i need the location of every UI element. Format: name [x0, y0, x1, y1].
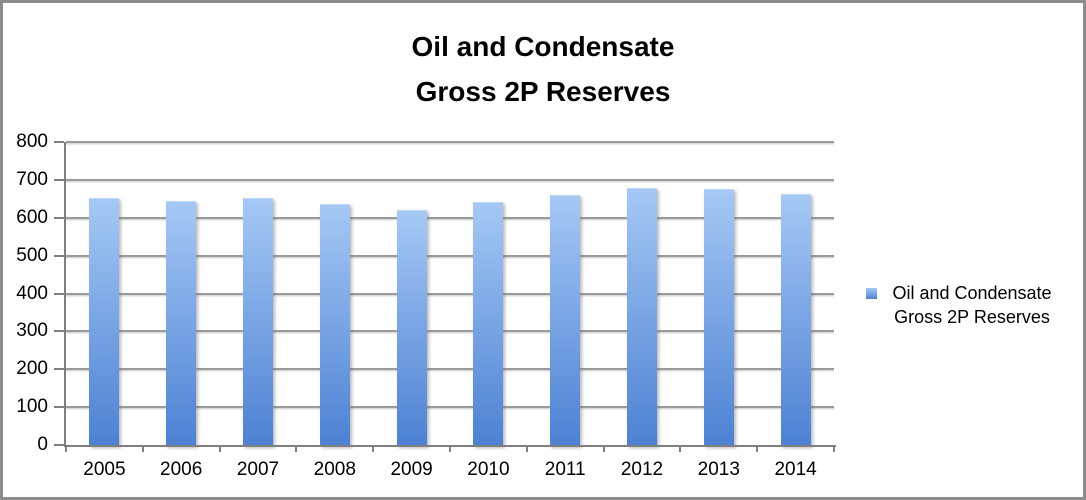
bar-2005 — [89, 198, 120, 446]
y-axis-label-500: 500 — [16, 244, 48, 266]
x-tick-8 — [679, 447, 682, 452]
gridline-500 — [66, 254, 834, 257]
y-tick-500 — [54, 254, 64, 257]
x-axis-label-2009: 2009 — [390, 459, 433, 480]
x-tick-2 — [218, 447, 221, 452]
y-tick-700 — [54, 178, 64, 181]
x-axis-label-2013: 2013 — [697, 459, 740, 480]
chart-title: Oil and Condensate Gross 2P Reserves — [0, 24, 1086, 114]
x-axis-label-2014: 2014 — [774, 459, 817, 480]
x-tick-4 — [372, 447, 375, 452]
y-tick-0 — [54, 444, 64, 446]
bar-2011 — [550, 195, 581, 446]
x-axis-label-2008: 2008 — [313, 459, 356, 480]
bar-2014 — [780, 193, 811, 446]
y-tick-200 — [54, 368, 64, 371]
legend-label: Oil and Condensate Gross 2P Reserves — [881, 281, 1063, 329]
bar-2010 — [473, 201, 504, 446]
bar-2013 — [703, 188, 734, 446]
x-tick-1 — [141, 447, 144, 452]
y-tick-300 — [54, 330, 64, 333]
x-axis-label-2007: 2007 — [236, 459, 280, 480]
legend-label-line-2: Gross 2P Reserves — [894, 307, 1050, 327]
legend-series-swatch-icon — [866, 288, 877, 299]
chart-title-line-1: Oil and Condensate — [411, 31, 675, 62]
gridline-400 — [66, 292, 834, 295]
y-tick-400 — [54, 292, 64, 295]
gridline-300 — [66, 330, 834, 333]
y-axis-label-100: 100 — [16, 396, 48, 418]
bar-2008 — [319, 203, 350, 446]
x-axis-label-2010: 2010 — [467, 459, 510, 480]
x-tick-7 — [602, 447, 605, 452]
y-axis-label-300: 300 — [16, 320, 48, 342]
bar-2009 — [396, 210, 427, 446]
y-axis-label-0: 0 — [37, 434, 48, 455]
bar-2007 — [243, 198, 273, 446]
gridline-200 — [66, 368, 834, 371]
x-axis-label-2006: 2006 — [160, 459, 203, 480]
x-tick-10 — [833, 447, 835, 452]
x-axis-label-2012: 2012 — [620, 459, 664, 480]
x-axis-line — [64, 445, 836, 447]
x-tick-9 — [756, 447, 759, 452]
x-axis-label-2005: 2005 — [83, 459, 126, 480]
bar-2012 — [627, 187, 657, 446]
y-tick-600 — [54, 216, 64, 219]
x-axis-label-2011: 2011 — [544, 459, 586, 480]
gridline-100 — [66, 406, 834, 409]
x-tick-3 — [295, 447, 298, 452]
y-axis-label-200: 200 — [16, 358, 48, 380]
y-tick-100 — [54, 406, 64, 409]
y-axis-line — [64, 142, 66, 447]
gridline-700 — [66, 178, 834, 181]
gridline-800 — [66, 141, 834, 143]
y-axis-label-800: 800 — [16, 131, 48, 152]
y-axis-label-600: 600 — [16, 206, 48, 228]
bar-2006 — [166, 200, 197, 446]
y-tick-800 — [54, 141, 64, 143]
y-axis-label-400: 400 — [16, 282, 48, 304]
x-tick-6 — [525, 447, 528, 452]
x-tick-5 — [449, 447, 451, 452]
x-tick-0 — [65, 447, 67, 452]
gridline-600 — [66, 216, 834, 219]
y-axis-label-700: 700 — [16, 168, 48, 190]
chart-title-line-2: Gross 2P Reserves — [415, 76, 671, 107]
legend-label-line-1: Oil and Condensate — [892, 283, 1052, 303]
